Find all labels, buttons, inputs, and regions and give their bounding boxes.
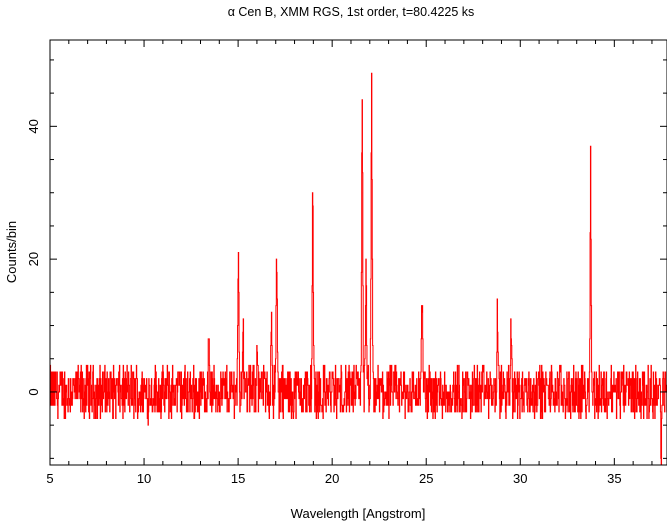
- x-tick-label: 5: [46, 471, 53, 486]
- x-tick-label: 30: [513, 471, 527, 486]
- y-tick-label: 0: [26, 388, 41, 395]
- y-tick-label: 40: [26, 119, 41, 133]
- chart-title: α Cen B, XMM RGS, 1st order, t=80.4225 k…: [228, 5, 475, 19]
- x-tick-label: 10: [137, 471, 151, 486]
- x-tick-label: 15: [231, 471, 245, 486]
- x-axis-label: Wavelength [Angstrom]: [291, 506, 426, 521]
- x-tick-label: 20: [325, 471, 339, 486]
- x-axis: 5 10 15 20 25 30 35: [46, 40, 653, 486]
- y-tick-label: 20: [26, 252, 41, 266]
- x-tick-label: 25: [419, 471, 433, 486]
- plot-frame: [49, 39, 667, 466]
- x-tick-label: 35: [607, 471, 621, 486]
- y-axis: 0 20 40: [26, 59, 667, 459]
- spectrum-series-line: [50, 72, 667, 465]
- y-axis-label: Counts/bin: [4, 221, 19, 283]
